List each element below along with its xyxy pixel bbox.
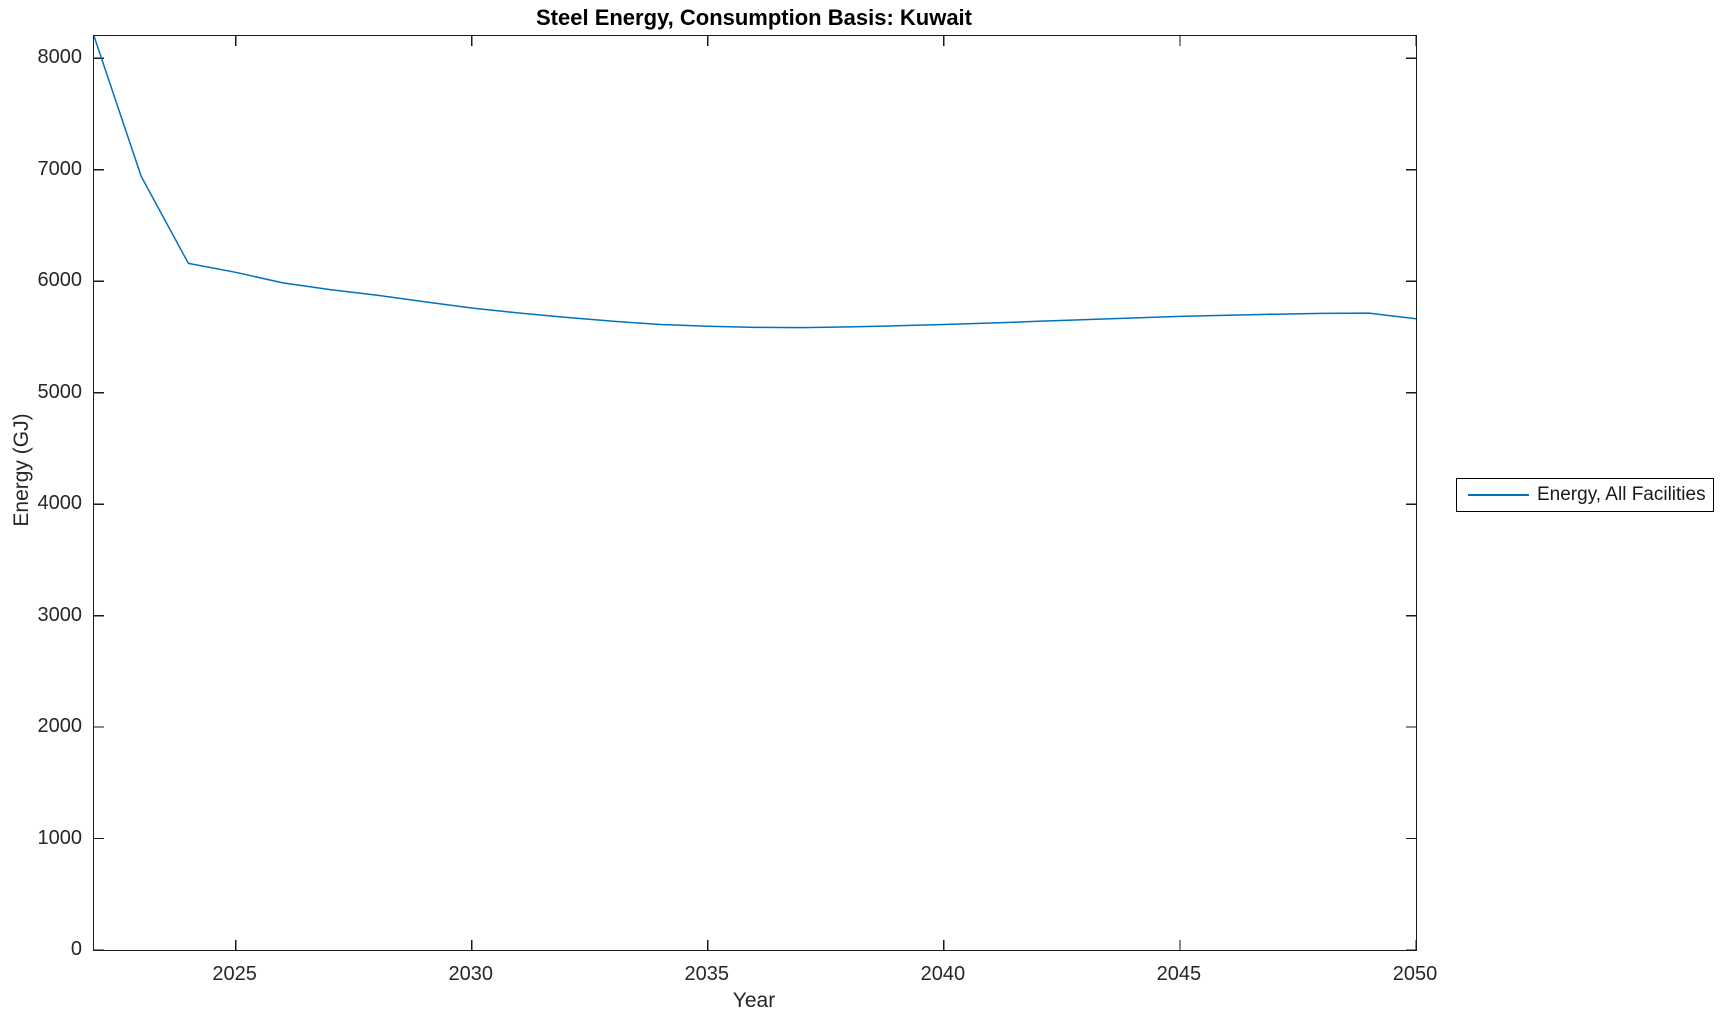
plot-area [93, 35, 1417, 951]
data-line-energy-all-facilities [94, 36, 1416, 329]
x-tick-label: 2050 [1392, 963, 1438, 985]
y-tick-label: 0 [70, 938, 82, 960]
y-tick-label: 8000 [37, 46, 83, 69]
x-tick-label: 2045 [1156, 963, 1202, 985]
legend-entry-label: Energy, All Facilities [1537, 484, 1706, 505]
y-tick-label: 3000 [37, 603, 83, 626]
chart-title: Steel Energy, Consumption Basis: Kuwait [536, 5, 972, 30]
x-axis-label: Year [732, 989, 776, 1012]
legend-line-sample [1468, 494, 1529, 496]
legend-box: Energy, All Facilities [1456, 478, 1714, 512]
x-tick-label: 2030 [448, 963, 493, 985]
y-tick-label: 4000 [37, 492, 83, 515]
plot-svg [94, 36, 1416, 950]
x-tick-label: 2040 [920, 963, 966, 985]
x-tick-label: 2025 [212, 963, 257, 985]
y-tick-label: 2000 [37, 715, 83, 738]
x-tick-label: 2035 [684, 963, 730, 985]
y-axis-label: Energy (GJ) [10, 413, 33, 527]
y-tick-label: 5000 [37, 380, 83, 403]
y-tick-label: 7000 [37, 157, 83, 180]
y-tick-label: 6000 [37, 269, 83, 292]
y-tick-label: 1000 [37, 826, 83, 849]
